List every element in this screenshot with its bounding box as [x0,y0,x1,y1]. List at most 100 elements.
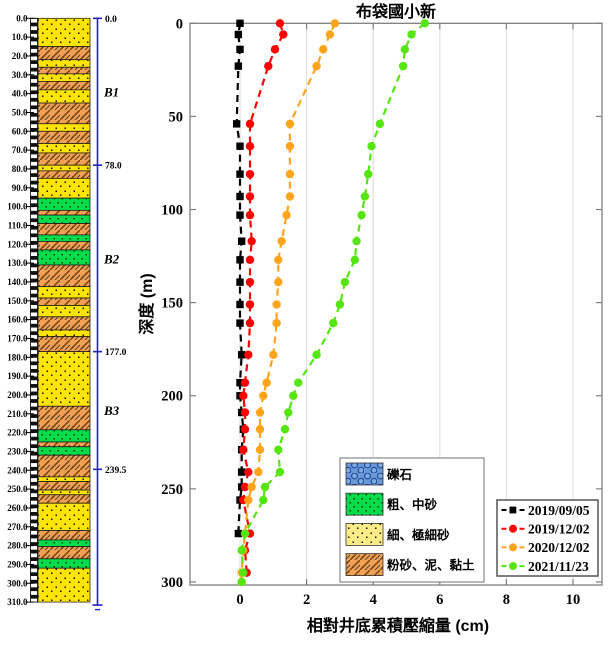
depth-label: 10.0 [12,32,28,42]
data-marker [245,300,255,309]
data-marker [335,300,345,309]
data-marker [247,482,256,492]
strat-layer-fine [37,502,91,531]
strat-layer-silt [37,210,91,216]
y-tick-label: 100 [161,203,183,219]
strat-layer-silt [37,152,91,166]
depth-label: 230.0 [7,446,28,456]
strat-layer-silt [37,546,91,560]
depth-label: 100.0 [7,202,28,212]
data-marker [375,119,385,129]
zone-label-B3: B3 [103,403,120,418]
data-marker [398,61,408,71]
date-legend-label: 2021/11/23 [528,559,589,574]
strat-layer-silt [37,494,91,504]
strat-layer-silt [37,241,91,251]
data-marker [340,277,350,287]
series-line-2019/09/05 [235,23,245,534]
data-marker [312,61,321,71]
data-marker [239,391,248,400]
strat-layer-silt [37,405,91,431]
depth-label: 110.0 [8,220,28,230]
series-line-2020/12/02 [240,22,336,582]
strat-layer-silt [37,297,91,306]
data-marker [400,45,410,54]
data-marker [285,119,295,129]
depth-label: 210.0 [7,409,28,419]
strat-layer-silt [37,102,91,125]
data-marker [245,210,255,220]
data-marker [240,482,250,492]
zone-boundary-label: 78.0 [105,162,122,172]
date-legend-label: 2019/09/05 [528,503,590,518]
chart-title: 布袋國小新 [356,2,436,21]
y-axis-label: 深度 (m) [137,273,156,334]
strat-layer-silt [37,316,91,331]
zone-boundary-label: 177.0 [105,348,127,358]
depth-label: 60.0 [12,126,28,136]
data-marker [275,467,285,477]
data-marker [294,378,303,387]
strat-layer-coarse [37,539,91,547]
data-marker [275,19,285,28]
data-marker [420,19,430,28]
data-marker [245,255,255,264]
soil-legend-label: 粗、中砂 [387,497,438,512]
depth-label: 300.0 [7,578,28,588]
depth-ruler [30,17,38,603]
strat-layer-fine [37,351,91,407]
depth-label: 220.0 [7,428,28,438]
strat-layer-fine [37,476,91,482]
data-marker [240,378,250,387]
data-marker [277,236,286,246]
soil-swatch-coarse [345,492,384,516]
data-marker [244,495,253,505]
x-tick-label: 8 [503,592,510,608]
strat-layer-coarse [37,558,91,569]
soil-swatch-fine_light [345,523,384,546]
y-tick-label: 200 [161,389,183,405]
data-marker [312,350,321,359]
depth-label: 310.0 [7,597,28,607]
strat-layer-fine [37,89,91,104]
data-marker [329,318,338,328]
data-marker [236,278,244,286]
x-axis-label: 相對井底累積壓縮量 (cm) [307,616,489,635]
zone-label-B2: B2 [103,251,120,266]
strat-layer-silt [37,264,91,288]
data-marker [240,529,250,538]
depth-label: 150.0 [7,296,28,306]
strat-layer-fine [37,73,91,82]
data-marker [237,546,246,555]
soil-legend-label: 礫石 [386,467,412,482]
data-marker [364,169,373,179]
y-tick-label: 150 [161,296,183,312]
depth-label: 290.0 [7,559,28,569]
data-marker [236,45,244,54]
data-marker [244,350,253,359]
depth-label: 160.0 [7,315,28,325]
data-marker [325,30,335,39]
strat-layer-silt [37,441,91,448]
survey-date-legend: 2019/09/05 2019/12/02 2020/12/02 2021/11/23 [496,499,599,577]
data-marker [274,277,283,287]
strat-layer-fine [37,164,91,172]
data-marker [244,467,253,477]
depth-label: 190.0 [7,371,28,381]
data-marker [234,30,243,39]
depth-label: 180.0 [7,352,28,362]
strat-layer-silt [37,336,91,353]
zone-boundary-label: 239.5 [105,466,127,476]
depth-label: 240.0 [7,465,28,475]
data-marker [350,255,360,264]
data-marker [330,19,340,28]
zone-label-B1: B1 [103,85,119,100]
data-marker [236,319,244,327]
data-marker [367,142,376,151]
soil-legend-label: 粉砂、泥、黏土 [387,558,475,573]
strat-layer-fine [37,143,91,154]
x-tick-label: 0 [236,592,243,608]
data-marker [240,408,250,417]
data-marker [264,61,273,71]
